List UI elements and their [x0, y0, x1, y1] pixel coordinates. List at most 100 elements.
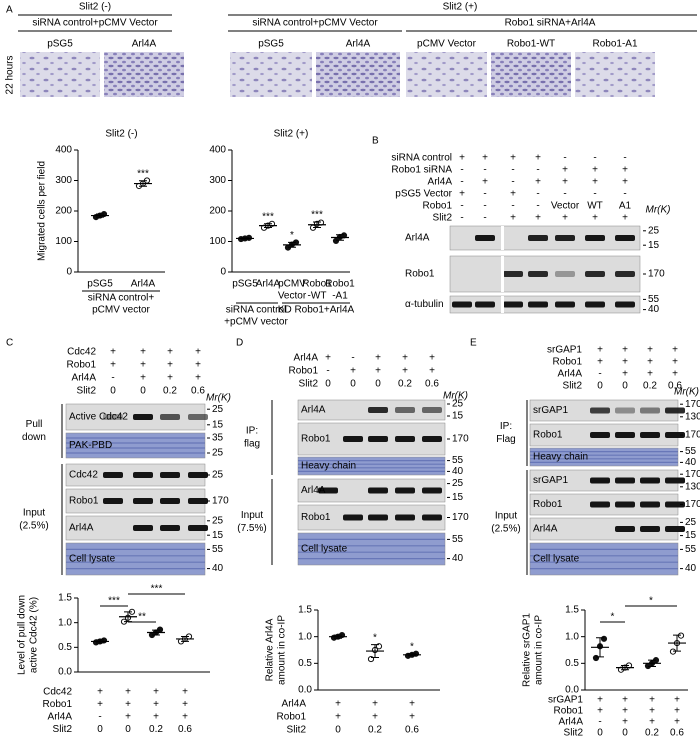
y-tick-label: 0 [66, 267, 72, 278]
condition-name: srGAP1 [547, 345, 582, 356]
treatment-header: siRNA control+pCMV Vector [252, 18, 378, 29]
condition-value: - [483, 189, 486, 200]
band [555, 235, 575, 241]
treatment-header: Robo1 siRNA+Arl4A [505, 18, 596, 29]
band [103, 498, 123, 504]
mr-label: Mr(K) [674, 387, 699, 398]
blot-label: α-tubulin [405, 299, 444, 310]
condition-value: - [536, 189, 539, 200]
marker-label: 15 [452, 411, 464, 422]
mr-label: Mr(K) [443, 391, 468, 402]
condition-value: + [375, 353, 381, 364]
data-point [600, 635, 608, 642]
marker-label: 130 [685, 481, 700, 492]
group-header: Slit2 (-) [79, 2, 111, 13]
condition-value: + [672, 357, 678, 368]
significance-label: ** [138, 612, 146, 623]
y-tick-label: 1.5 [565, 605, 579, 616]
condition-value: 0.2 [149, 724, 163, 735]
condition-value: + [647, 357, 653, 368]
band [422, 407, 442, 413]
condition-name: Robo1 [277, 712, 307, 723]
condition-value: + [649, 695, 655, 706]
condition-value: 0 [597, 381, 603, 392]
condition-value: 0 [350, 379, 356, 390]
condition-value: + [622, 177, 628, 188]
condition-value: - [351, 353, 354, 364]
blot-label: Robo1 [533, 430, 563, 441]
band [343, 436, 363, 442]
condition-value: 0 [335, 725, 341, 736]
band [640, 526, 660, 532]
group-label: siRNA control [226, 305, 287, 316]
condition-value: + [674, 717, 680, 728]
condition-value: + [195, 360, 201, 371]
blot-label: Cell lysate [301, 544, 348, 555]
condition-value: + [125, 687, 131, 698]
image-label: pCMV Vector [417, 39, 477, 50]
condition-value: - [483, 201, 486, 212]
condition-value: + [597, 706, 603, 717]
condition-value: 0 [97, 724, 103, 735]
micrograph [575, 52, 655, 97]
condition-value: + [562, 177, 568, 188]
condition-value: + [535, 213, 541, 224]
blot-label: srGAP1 [533, 475, 568, 486]
marker-label: 130 [685, 411, 700, 422]
condition-name: Arl4A [72, 373, 97, 384]
condition-value: - [536, 201, 539, 212]
condition-name: Cdc42 [67, 347, 96, 358]
condition-name: Robo1 [289, 366, 319, 377]
y-tick-label: 0.0 [565, 685, 579, 696]
condition-name: Arl4A [282, 699, 307, 710]
y-tick-label: 300 [209, 175, 226, 186]
condition-value: 0 [110, 386, 116, 397]
condition-value: 0 [140, 386, 146, 397]
axis [231, 150, 350, 273]
y-axis-label: amount in co-IP [277, 615, 288, 685]
condition-value: - [593, 189, 596, 200]
condition-value: - [511, 165, 514, 176]
band [555, 301, 575, 308]
condition-value: + [672, 369, 678, 380]
condition-value: + [622, 357, 628, 368]
plot-title: Slit2 (-) [105, 129, 137, 140]
error-bar [673, 634, 681, 652]
marker-label: 40 [452, 466, 464, 477]
condition-name: Slit2 [433, 213, 453, 224]
section-label: Flag [496, 434, 515, 445]
x-tick-label: Vector [278, 291, 307, 302]
micrograph [316, 52, 400, 97]
condition-value: + [622, 717, 628, 728]
condition-value: 0 [597, 728, 603, 739]
panel-label: B [372, 136, 379, 147]
band [665, 407, 685, 414]
image-label: pSG5 [258, 39, 284, 50]
condition-value: + [140, 347, 146, 358]
micrograph [406, 52, 487, 97]
error-bar [313, 221, 321, 228]
condition-name: Slit2 [563, 381, 583, 392]
significance-label: * [649, 596, 653, 607]
section-label: Input [241, 510, 263, 521]
marker-label: 55 [685, 544, 697, 555]
error-bar [139, 180, 147, 187]
band [160, 472, 180, 478]
x-tick-label: Robo1 [325, 279, 355, 290]
band [585, 271, 605, 277]
condition-name: Robo1 [554, 706, 584, 717]
condition-name: Robo1 [423, 201, 453, 212]
condition-name: pSG5 Vector [395, 189, 452, 200]
condition-value: 0.6 [668, 381, 682, 392]
marker-label: 25 [212, 448, 224, 459]
condition-value: + [182, 687, 188, 698]
condition-value: + [195, 347, 201, 358]
blot-label: Robo1 [301, 512, 331, 523]
condition-value: - [598, 369, 601, 380]
condition-value: - [563, 189, 566, 200]
y-tick-label: 1.0 [565, 631, 579, 642]
band [188, 414, 208, 420]
significance-label: *** [311, 210, 323, 221]
condition-value: - [623, 153, 626, 164]
condition-value: + [510, 189, 516, 200]
